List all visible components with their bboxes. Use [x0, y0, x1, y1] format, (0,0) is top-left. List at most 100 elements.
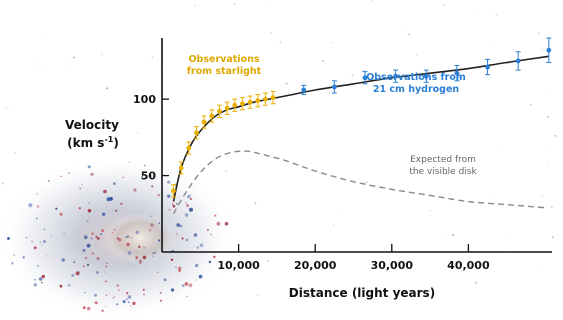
galaxy-star: [188, 283, 193, 288]
field-star: [285, 82, 288, 85]
field-star: [86, 189, 88, 191]
galaxy-star: [185, 238, 189, 242]
y-axis-unit-base: (km s: [67, 136, 104, 150]
galaxy-star: [125, 236, 127, 238]
galaxy-star: [139, 262, 141, 264]
starlight-label-line2: from starlight: [187, 66, 262, 77]
starlight-point: [209, 113, 215, 119]
hydrogen-point: [546, 47, 552, 53]
field-star: [365, 181, 368, 183]
field-star: [400, 26, 402, 27]
field-star: [547, 115, 550, 118]
field-star: [225, 170, 227, 172]
x-tick-label: 20,000: [294, 259, 337, 272]
galaxy-star: [63, 232, 65, 234]
galaxy-star: [91, 252, 95, 255]
field-star: [415, 54, 418, 56]
galaxy-star: [198, 274, 203, 279]
galaxy-star: [84, 235, 88, 239]
galaxy-star: [113, 228, 116, 231]
galaxy-star: [153, 251, 156, 254]
field-star: [254, 202, 257, 205]
field-star: [106, 87, 109, 90]
galaxy-star: [101, 229, 104, 233]
field-star: [475, 281, 478, 284]
galaxy-star: [71, 273, 75, 277]
galaxy-star: [86, 243, 91, 248]
starlight-point: [217, 108, 222, 114]
field-star: [445, 233, 447, 235]
field-star: [390, 259, 392, 261]
starlight-annotation: Observations from starlight: [187, 54, 262, 77]
galaxy-star: [186, 204, 189, 207]
galaxy-star: [67, 172, 70, 175]
galaxy-star: [94, 301, 98, 305]
hydrogen-point: [331, 84, 337, 90]
galaxy-star: [55, 207, 58, 210]
starlight-point: [255, 98, 261, 104]
y-axis-title-main: Velocity: [65, 118, 119, 132]
galaxy-star: [60, 175, 62, 177]
field-star: [458, 76, 461, 79]
starlight-point: [186, 145, 192, 151]
galaxy-star: [41, 274, 45, 279]
starlight-point: [263, 96, 268, 102]
galaxy-star: [36, 205, 40, 208]
galaxy-star: [116, 237, 120, 240]
field-star: [85, 274, 87, 276]
field-star: [10, 107, 12, 109]
galaxy-star: [113, 296, 115, 298]
starlight-point: [224, 105, 230, 111]
galaxy-star: [91, 232, 94, 235]
x-tick-label: 10,000: [217, 259, 260, 272]
field-star: [548, 164, 550, 166]
field-star: [544, 90, 545, 92]
galaxy-star: [138, 245, 141, 248]
field-star: [393, 262, 397, 265]
hydrogen-label-line1: Observations from: [366, 72, 466, 83]
field-star: [492, 192, 494, 194]
observed-fit-curve: [172, 55, 549, 202]
galaxy-star: [158, 239, 161, 242]
galaxy-star: [176, 223, 180, 227]
field-star: [39, 70, 41, 71]
galaxy-star: [141, 175, 144, 178]
field-star: [103, 271, 106, 273]
field-star: [81, 184, 83, 186]
field-star: [111, 297, 114, 299]
starlight-point: [171, 188, 176, 194]
x-axis-title: Distance (light years): [289, 286, 435, 300]
galaxy-star: [83, 265, 85, 268]
galaxy-star: [84, 256, 88, 260]
galaxy-star: [43, 228, 46, 231]
expected-annotation: Expected from the visible disk: [409, 155, 477, 177]
galaxy-star: [151, 185, 154, 188]
galaxy-star: [150, 223, 154, 227]
galaxy-star: [25, 236, 28, 239]
field-star: [542, 271, 544, 273]
galaxy-star: [175, 266, 177, 269]
galaxy-star: [94, 293, 97, 297]
galaxy-star: [41, 281, 43, 284]
y-axis-unit-close: ): [113, 136, 118, 150]
field-star: [552, 236, 554, 239]
field-star: [65, 59, 67, 62]
galaxy-star: [82, 306, 86, 310]
field-star: [14, 152, 16, 155]
hydrogen-point: [485, 64, 490, 70]
field-star: [165, 64, 166, 66]
galaxy-star: [120, 202, 123, 205]
galaxy-star: [224, 221, 229, 226]
galaxy-star: [103, 189, 107, 194]
galaxy-star: [86, 220, 89, 223]
field-star: [100, 53, 103, 56]
field-star: [549, 146, 550, 148]
field-star: [331, 42, 333, 44]
field-star: [36, 192, 39, 195]
starlight-point: [240, 101, 245, 107]
field-star: [50, 235, 52, 238]
galaxy-star: [176, 202, 178, 205]
field-star: [151, 255, 154, 258]
galaxy-star: [39, 277, 43, 281]
starlight-point: [270, 95, 276, 101]
